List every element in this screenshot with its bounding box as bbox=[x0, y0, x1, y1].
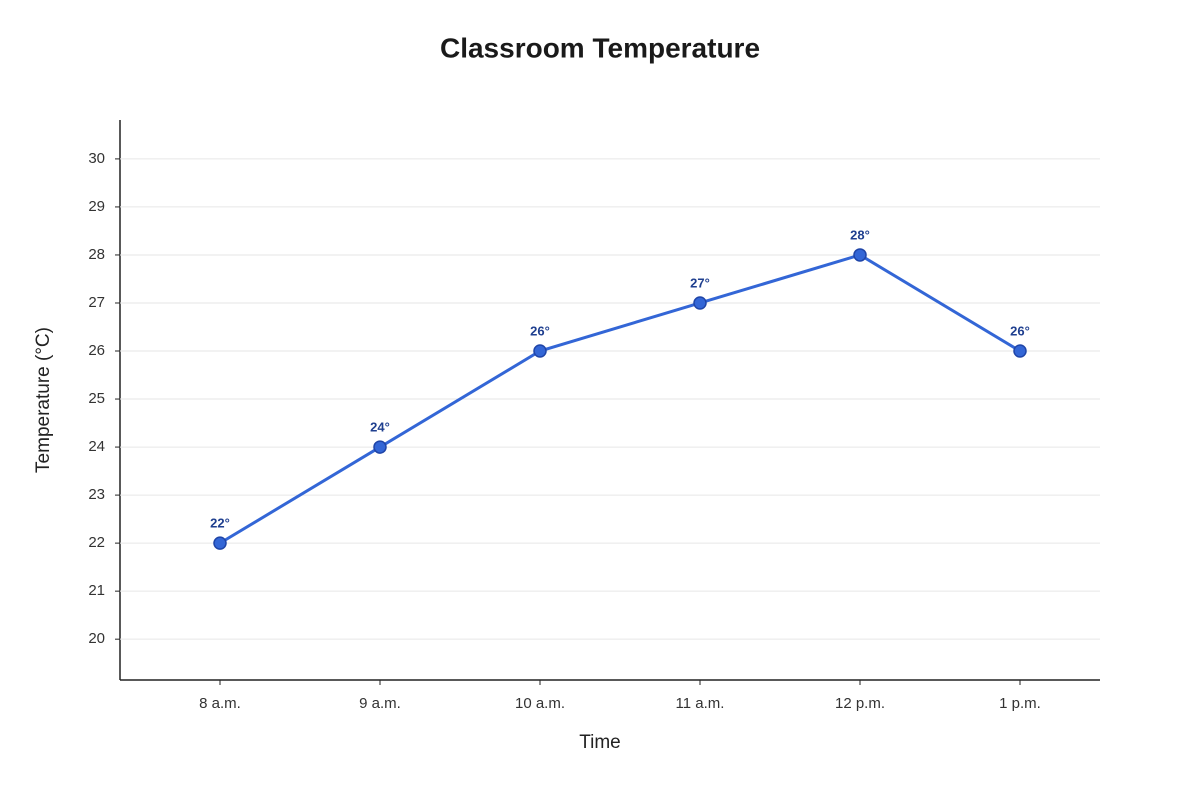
data-label: 24° bbox=[370, 420, 390, 435]
data-point bbox=[213, 536, 227, 550]
x-tick-label: 10 a.m. bbox=[515, 695, 565, 712]
data-point bbox=[373, 440, 387, 454]
y-tick-label: 26 bbox=[88, 342, 105, 359]
y-axis-label: Temperature (°C) bbox=[33, 327, 54, 473]
y-tick-label: 29 bbox=[88, 198, 105, 215]
y-tick-label: 27 bbox=[88, 294, 105, 311]
data-label: 28° bbox=[850, 227, 870, 242]
y-tick-label: 20 bbox=[88, 630, 105, 647]
x-tick-label: 8 a.m. bbox=[199, 695, 241, 712]
x-tick-label: 9 a.m. bbox=[359, 695, 401, 712]
data-point bbox=[853, 248, 867, 262]
chart-title: Classroom Temperature bbox=[440, 32, 760, 63]
y-tick-label: 21 bbox=[88, 582, 105, 599]
series-line bbox=[219, 253, 1021, 545]
data-point bbox=[693, 296, 707, 310]
x-tick-label: 1 p.m. bbox=[999, 695, 1041, 712]
y-tick-label: 22 bbox=[88, 534, 105, 551]
data-label: 26° bbox=[530, 323, 550, 338]
x-axis-label: Time bbox=[579, 732, 621, 753]
y-tick-label: 24 bbox=[88, 438, 105, 455]
data-label: 22° bbox=[210, 516, 230, 531]
data-point bbox=[1013, 344, 1027, 358]
x-tick-label: 12 p.m. bbox=[835, 695, 885, 712]
y-tick-label: 25 bbox=[88, 390, 105, 407]
data-point bbox=[533, 344, 547, 358]
y-tick-label: 30 bbox=[88, 150, 105, 167]
data-label: 26° bbox=[1010, 323, 1030, 338]
y-tick-label: 23 bbox=[88, 486, 105, 503]
data-label: 27° bbox=[690, 275, 710, 290]
x-tick-label: 11 a.m. bbox=[676, 695, 725, 712]
y-tick-label: 28 bbox=[88, 246, 105, 263]
